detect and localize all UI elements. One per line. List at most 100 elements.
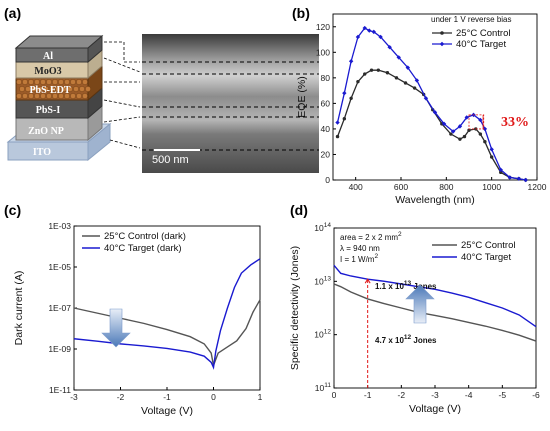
layer-label-pbs-edt: PbS-EDT bbox=[29, 85, 70, 96]
quantum-dot bbox=[64, 79, 70, 85]
layer-label-al: Al bbox=[43, 51, 53, 62]
quantum-dot bbox=[58, 79, 64, 85]
quantum-dot bbox=[34, 79, 40, 85]
decrease-arrow bbox=[101, 308, 131, 348]
data-point bbox=[478, 132, 483, 136]
quantum-dot bbox=[46, 79, 52, 85]
layer-label-pbs-i: PbS-I bbox=[36, 105, 61, 116]
quantum-dot bbox=[64, 93, 70, 99]
quantum-dot bbox=[52, 79, 58, 85]
legend-label: 25°C Control bbox=[461, 240, 516, 251]
condition-intensity: I = 1 W/m2 bbox=[340, 253, 378, 264]
y-tick-label: 120 bbox=[316, 22, 330, 32]
data-point bbox=[367, 28, 372, 33]
quantum-dot bbox=[43, 86, 49, 92]
callout-percent: 33% bbox=[501, 115, 529, 130]
quantum-dot bbox=[79, 86, 85, 92]
panel-d-label: (d) bbox=[290, 202, 308, 218]
data-point bbox=[441, 121, 447, 127]
quantum-dot bbox=[40, 93, 46, 99]
quantum-dot bbox=[61, 86, 67, 92]
x-tick-label: -5 bbox=[499, 390, 507, 400]
legend-marker bbox=[439, 41, 445, 47]
data-point bbox=[405, 65, 410, 70]
x-tick-label: 0 bbox=[332, 390, 337, 400]
chart-b-eqe: 400 600 800 1000 1200 0 20 40 60 80 100 120 Waveleng… bbox=[296, 13, 547, 206]
quantum-dot bbox=[25, 86, 31, 92]
data-point bbox=[342, 90, 347, 96]
data-point bbox=[396, 55, 401, 60]
x-tick-label: -3 bbox=[431, 390, 439, 400]
data-point bbox=[449, 132, 453, 136]
annotation-bias: under 1 V reverse bias bbox=[431, 15, 512, 24]
data-point bbox=[387, 45, 392, 50]
quantum-dot bbox=[52, 93, 58, 99]
scale-bar-label: 500 nm bbox=[152, 154, 189, 166]
data-point bbox=[498, 167, 503, 172]
data-point bbox=[458, 137, 462, 141]
quantum-dot bbox=[49, 86, 55, 92]
data-point bbox=[412, 86, 417, 90]
series-line bbox=[73, 258, 261, 370]
y-tick-label: 1E-03 bbox=[48, 221, 71, 231]
legend-label: 40°C Target bbox=[461, 252, 511, 263]
data-point bbox=[516, 176, 522, 181]
data-point bbox=[482, 126, 488, 132]
y-axis-label: Specific detectivity (Jones) bbox=[289, 246, 301, 370]
x-tick-label: -6 bbox=[532, 390, 540, 400]
x-axis-label: Wavelength (nm) bbox=[395, 194, 475, 206]
data-point bbox=[394, 76, 399, 80]
data-point bbox=[467, 128, 471, 132]
y-axis-label: EQE (%) bbox=[296, 76, 308, 117]
x-tick-label: 1200 bbox=[528, 182, 547, 192]
x-tick-label: 600 bbox=[394, 182, 408, 192]
increase-arrow bbox=[405, 284, 435, 324]
value-control: 4.7 x 1012 Jones bbox=[375, 334, 437, 345]
quantum-dot bbox=[46, 93, 52, 99]
y-tick-label: 1E-05 bbox=[48, 262, 71, 272]
x-tick-label: 1000 bbox=[482, 182, 501, 192]
quantum-dot bbox=[31, 86, 37, 92]
x-axis-label: Voltage (V) bbox=[141, 405, 193, 417]
sem-cross-section-image: 500 nm bbox=[142, 34, 319, 173]
callout-box bbox=[468, 114, 485, 130]
data-point bbox=[432, 110, 438, 115]
quantum-dot bbox=[16, 79, 22, 85]
quantum-dot bbox=[28, 79, 34, 85]
y-tick-label: 100 bbox=[316, 47, 330, 57]
quantum-dot bbox=[55, 86, 61, 92]
y-tick-label: 1013 bbox=[314, 275, 331, 286]
legend-marker bbox=[440, 31, 444, 35]
data-point bbox=[499, 170, 503, 175]
quantum-dot bbox=[22, 93, 28, 99]
quantum-dot bbox=[85, 86, 91, 92]
data-point bbox=[403, 81, 408, 85]
panel-a-label: (a) bbox=[4, 5, 21, 21]
quantum-dot bbox=[82, 93, 88, 99]
quantum-dot bbox=[82, 79, 88, 85]
data-point bbox=[349, 96, 353, 100]
data-point bbox=[423, 96, 429, 101]
series-line bbox=[73, 299, 261, 368]
x-tick-label: -1 bbox=[364, 390, 372, 400]
x-tick-label: -2 bbox=[117, 392, 125, 402]
data-point bbox=[335, 134, 340, 139]
data-point bbox=[376, 68, 381, 72]
quantum-dot-texture bbox=[16, 79, 91, 99]
series-line bbox=[336, 27, 526, 181]
legend-label: 40°C Target (dark) bbox=[104, 243, 182, 254]
panel-b-label: (b) bbox=[292, 5, 310, 21]
quantum-dot bbox=[16, 93, 22, 99]
data-point bbox=[464, 115, 469, 120]
data-point bbox=[457, 124, 463, 129]
data-point bbox=[342, 117, 347, 121]
data-point bbox=[335, 120, 340, 125]
data-point bbox=[489, 147, 494, 152]
x-tick-label: -4 bbox=[465, 390, 473, 400]
chart-c-dark-current: -3 -2 -1 0 1 1E-11 1E-09 1E-07 1E-05 1E-03 Voltage… bbox=[13, 221, 263, 417]
y-tick-label: 1012 bbox=[314, 329, 331, 340]
y-tick-label: 1E-11 bbox=[49, 385, 71, 395]
quantum-dot bbox=[40, 79, 46, 85]
y-tick-label: 80 bbox=[321, 73, 331, 83]
bias-marker-arrowhead bbox=[364, 278, 371, 284]
